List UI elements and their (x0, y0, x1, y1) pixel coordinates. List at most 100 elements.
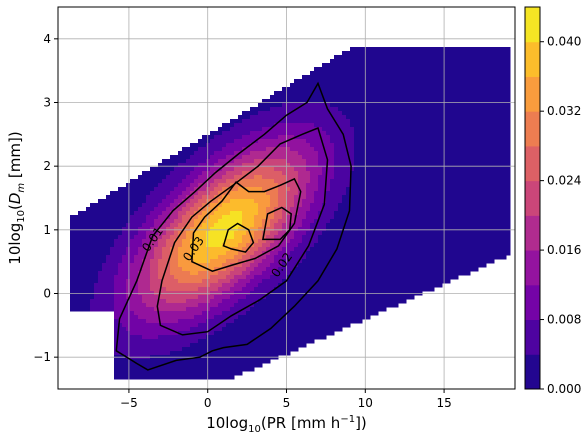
density-cell (222, 235, 227, 240)
density-cell (370, 111, 375, 116)
density-cell (150, 335, 155, 340)
density-cell (338, 103, 343, 108)
density-cell (410, 199, 415, 204)
density-cell (86, 263, 91, 268)
density-cell (358, 163, 363, 168)
density-cell (254, 259, 259, 264)
density-cell (98, 219, 103, 224)
density-cell (330, 279, 335, 284)
density-cell (374, 247, 379, 252)
density-cell (214, 191, 219, 196)
density-cell (282, 187, 287, 192)
density-cell (306, 283, 311, 288)
density-cell (282, 351, 287, 356)
density-cell (214, 251, 219, 256)
density-cell (298, 199, 303, 204)
density-cell (326, 203, 331, 208)
density-cell (250, 171, 255, 176)
density-cell (142, 247, 147, 252)
density-cell (178, 363, 183, 368)
density-cell (334, 71, 339, 76)
density-cell (134, 315, 139, 320)
density-cell (222, 175, 227, 180)
density-cell (162, 263, 167, 268)
density-cell (138, 231, 143, 236)
density-cell (90, 231, 95, 236)
density-cell (154, 259, 159, 264)
density-cell (178, 271, 183, 276)
density-cell (406, 223, 411, 228)
density-cell (262, 247, 267, 252)
density-cell (366, 235, 371, 240)
density-cell (310, 87, 315, 92)
density-cell (334, 251, 339, 256)
density-cell (282, 143, 287, 148)
density-cell (306, 251, 311, 256)
density-cell (330, 263, 335, 268)
density-cell (394, 75, 399, 80)
density-cell (370, 143, 375, 148)
density-cell (258, 231, 263, 236)
density-cell (174, 295, 179, 300)
density-cell (258, 279, 263, 284)
density-cell (138, 375, 143, 380)
density-cell (154, 327, 159, 332)
density-cell (222, 339, 227, 344)
density-cell (386, 167, 391, 172)
density-cell (222, 227, 227, 232)
density-cell (350, 315, 355, 320)
density-cell (270, 223, 275, 228)
density-cell (202, 223, 207, 228)
density-cell (306, 235, 311, 240)
density-cell (294, 155, 299, 160)
density-cell (198, 279, 203, 284)
density-cell (214, 359, 219, 364)
density-cell (178, 319, 183, 324)
density-cell (414, 55, 419, 60)
density-cell (258, 299, 263, 304)
density-cell (334, 123, 339, 128)
density-cell (390, 159, 395, 164)
density-cell (222, 167, 227, 172)
density-cell (350, 67, 355, 72)
density-cell (286, 163, 291, 168)
density-cell (230, 239, 235, 244)
density-cell (178, 227, 183, 232)
density-cell (230, 203, 235, 208)
density-cell (374, 271, 379, 276)
density-cell (226, 267, 231, 272)
density-cell (226, 307, 231, 312)
density-cell (254, 223, 259, 228)
density-cell (382, 143, 387, 148)
density-cell (346, 223, 351, 228)
density-cell (338, 259, 343, 264)
density-cell (330, 319, 335, 324)
density-cell (170, 371, 175, 376)
density-cell (330, 211, 335, 216)
density-cell (282, 319, 287, 324)
density-cell (82, 275, 87, 280)
density-cell (342, 171, 347, 176)
density-cell (374, 143, 379, 148)
density-cell (358, 167, 363, 172)
density-cell (262, 203, 267, 208)
density-cell (322, 295, 327, 300)
density-cell (278, 203, 283, 208)
density-cell (362, 175, 367, 180)
density-cell (118, 195, 123, 200)
density-cell (414, 95, 419, 100)
density-cell (226, 199, 231, 204)
density-cell (106, 299, 111, 304)
density-cell (182, 219, 187, 224)
density-cell (122, 243, 127, 248)
density-cell (186, 191, 191, 196)
density-cell (182, 311, 187, 316)
density-cell (346, 263, 351, 268)
density-cell (250, 287, 255, 292)
density-cell (174, 231, 179, 236)
density-cell (98, 215, 103, 220)
density-cell (274, 263, 279, 268)
density-cell (218, 275, 223, 280)
density-cell (242, 203, 247, 208)
density-cell (386, 83, 391, 88)
